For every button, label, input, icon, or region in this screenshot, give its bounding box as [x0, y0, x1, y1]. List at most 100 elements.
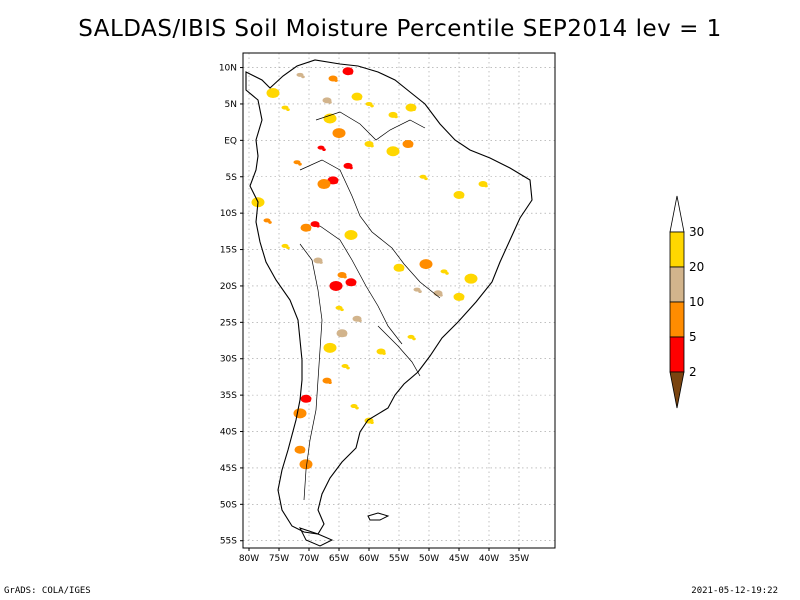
- lon-tick-label: 40W: [479, 554, 499, 564]
- percentile-patch: [307, 399, 311, 403]
- percentile-patch: [343, 275, 347, 279]
- percentile-patch: [266, 88, 280, 99]
- colorbar-label: 30: [689, 225, 704, 239]
- percentile-patch: [268, 221, 272, 224]
- percentile-patch: [370, 421, 374, 425]
- percentile-patch: [332, 128, 346, 139]
- percentile-patch: [293, 408, 307, 419]
- percentile-patch: [344, 229, 358, 240]
- lon-tick-label: 70W: [299, 554, 319, 564]
- tierra-del-fuego-outline: [299, 527, 334, 547]
- lat-tick-label: 50S: [220, 500, 237, 510]
- percentile-patch: [472, 279, 476, 283]
- lon-tick-label: 75W: [269, 554, 289, 564]
- lon-tick-label: 35W: [509, 554, 529, 564]
- percentile-patch: [382, 352, 386, 355]
- percentile-patch: [464, 273, 478, 284]
- percentile-patch: [355, 406, 359, 410]
- south-america-outline: [245, 59, 533, 535]
- percentile-patch: [484, 184, 488, 188]
- percentile-patch: [337, 286, 341, 290]
- colorbar-label: 20: [689, 260, 704, 274]
- percentile-patch: [301, 450, 305, 454]
- lat-tick-label: 35S: [220, 391, 237, 401]
- percentile-patch: [418, 290, 422, 293]
- falklands-outline: [367, 512, 390, 521]
- lon-tick-label: 55W: [389, 554, 409, 564]
- percentile-patch: [307, 228, 311, 232]
- percentile-patch: [358, 97, 362, 101]
- percentile-patch: [349, 166, 353, 170]
- colorbar-label: 10: [689, 295, 704, 309]
- footer-timestamp: 2021-05-12-19:22: [691, 586, 778, 596]
- footer-credit: GrADS: COLA/IGES: [4, 586, 91, 596]
- lon-tick-label: 60W: [359, 554, 379, 564]
- percentile-patch: [400, 268, 404, 272]
- percentile-patch: [317, 179, 331, 190]
- lon-tick-label: 45W: [449, 554, 469, 564]
- lat-tick-label: 10S: [220, 209, 237, 219]
- percentile-patch: [419, 259, 433, 270]
- percentile-patch: [445, 271, 449, 275]
- percentile-patch: [331, 119, 335, 122]
- percentile-patch: [352, 282, 356, 286]
- percentile-patch: [301, 413, 305, 417]
- lat-tick-label: 55S: [220, 537, 237, 547]
- percentile-patch: [325, 184, 329, 188]
- coastline-outline: [245, 59, 533, 547]
- percentile-patch: [424, 177, 428, 181]
- percentile-patch: [286, 246, 290, 250]
- lat-tick-label: 45S: [220, 464, 237, 474]
- colorbar-segment: [669, 231, 685, 268]
- lon-tick-label: 65W: [329, 554, 349, 564]
- map-title: SALDAS/IBIS Soil Moisture Percentile SEP…: [78, 16, 722, 42]
- percentile-patch: [352, 235, 356, 239]
- lat-tick-label: 25S: [220, 318, 237, 328]
- colorbar-top-arrow: [669, 195, 685, 233]
- percentile-patch: [301, 75, 305, 79]
- percentile-patch: [460, 195, 464, 199]
- colorbar-segment: [669, 266, 685, 303]
- percentile-patch: [340, 133, 344, 137]
- lat-tick-label: EQ: [224, 136, 237, 146]
- percentile-patch: [370, 104, 374, 108]
- percentile-patch: [412, 337, 416, 341]
- lat-tick-label: 15S: [220, 246, 237, 256]
- colorbar-segment: [669, 301, 685, 338]
- percentile-patch: [343, 333, 347, 337]
- colorbar-label: 5: [689, 330, 697, 344]
- percentile-patch: [298, 162, 302, 166]
- percentile-patch: [386, 146, 400, 157]
- percentile-patch: [329, 280, 343, 291]
- lon-tick-label: 50W: [419, 554, 439, 564]
- lat-tick-label: 40S: [220, 428, 237, 438]
- percentile-patch: [394, 151, 398, 155]
- percentile-patch: [322, 148, 326, 152]
- percentile-patch: [412, 108, 416, 111]
- lon-tick-label: 80W: [239, 554, 259, 564]
- percentile-patch: [427, 264, 431, 268]
- lat-tick-label: 20S: [220, 282, 237, 292]
- percentile-patch: [274, 93, 278, 97]
- percentile-patch: [331, 348, 335, 352]
- percentile-patch: [334, 79, 338, 82]
- colorbar-segment: [669, 336, 685, 373]
- lat-tick-label: 5N: [225, 100, 237, 110]
- axis-tick-labels: 10N 5N EQ 5S 10S 15S 20S 25S 30S 35S 40S 45S 50S 55S8…: [219, 64, 529, 564]
- percentile-patch: [307, 464, 311, 468]
- colorbar: 30 20 10 5 2: [669, 195, 704, 409]
- percentile-patch: [259, 202, 263, 206]
- country-borders: [299, 111, 441, 501]
- percentile-patch: [349, 71, 353, 75]
- lat-tick-label: 5S: [226, 173, 238, 183]
- percentile-patch: [370, 144, 374, 148]
- percentile-patch: [334, 180, 338, 184]
- percentile-patch: [358, 319, 362, 323]
- colorbar-label: 2: [689, 365, 697, 379]
- percentile-patch: [328, 100, 332, 104]
- lat-tick-label: 10N: [219, 64, 237, 74]
- percentile-patch: [394, 115, 398, 119]
- percentile-patch: [316, 224, 320, 228]
- percentile-patch: [319, 261, 323, 264]
